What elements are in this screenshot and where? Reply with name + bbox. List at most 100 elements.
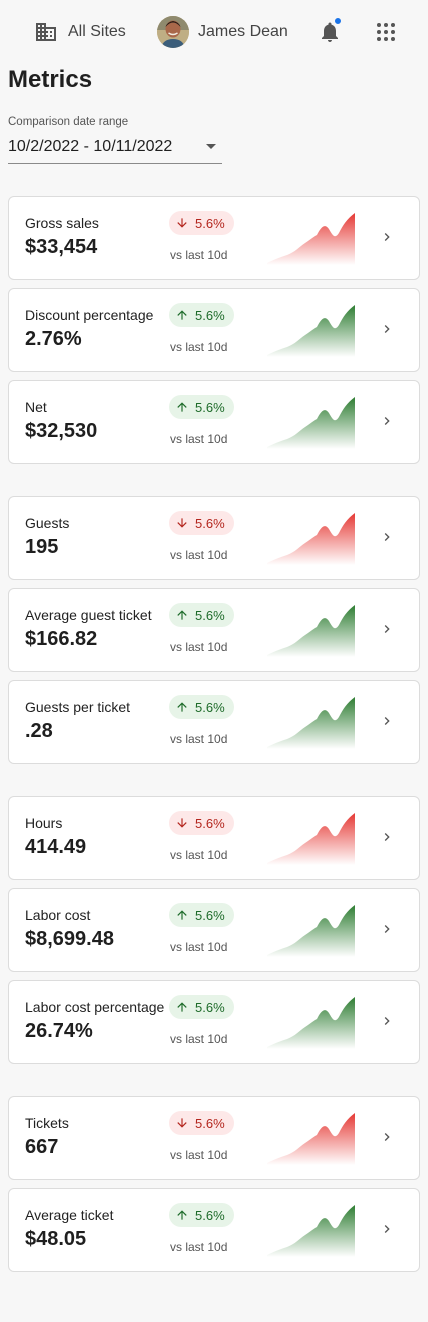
change-percent: 5.6%	[195, 515, 225, 531]
page-title: Metrics	[8, 66, 93, 93]
comparison-label: vs last 10d	[170, 1032, 228, 1046]
comparison-label: vs last 10d	[170, 732, 228, 746]
chevron-right-icon[interactable]	[379, 1013, 395, 1029]
chevron-right-icon[interactable]	[379, 921, 395, 937]
sparkline-area	[267, 697, 355, 749]
metric-card[interactable]: Guests per ticket .28 5.6% vs last 10d	[8, 680, 420, 764]
notifications-button[interactable]	[318, 17, 342, 44]
trend-sparkline	[267, 1113, 355, 1165]
metric-card[interactable]: Average ticket $48.05 5.6% vs last 10d	[8, 1188, 420, 1272]
arrow-up-icon	[177, 310, 187, 320]
metric-name: Average guest ticket	[25, 607, 152, 623]
metric-card[interactable]: Gross sales $33,454 5.6% vs last 10d	[8, 196, 420, 280]
chevron-right-icon[interactable]	[379, 829, 395, 845]
date-range-value: 10/2/2022 - 10/11/2022	[8, 138, 173, 155]
change-badge: 5.6%	[169, 603, 234, 627]
comparison-label: vs last 10d	[170, 1240, 228, 1254]
metric-card[interactable]: Average guest ticket $166.82 5.6% vs last 1…	[8, 588, 420, 672]
metric-value: $33,454	[25, 236, 98, 258]
trend-sparkline	[267, 813, 355, 865]
metric-value: 667	[25, 1136, 59, 1158]
arrow-up-icon	[177, 1210, 187, 1220]
sparkline-area	[267, 605, 355, 657]
date-range-select[interactable]: Comparison date range 10/2/2022 - 10/11/…	[8, 116, 222, 164]
trend-sparkline	[267, 397, 355, 449]
top-bar: All Sites James Dean	[0, 0, 428, 64]
apps-grid-icon	[377, 23, 395, 41]
change-percent: 5.6%	[195, 307, 225, 323]
chevron-right-icon[interactable]	[379, 1221, 395, 1237]
arrow-up-icon	[177, 1002, 187, 1012]
metric-name: Gross sales	[25, 215, 99, 231]
all-sites-selector[interactable]: All Sites	[34, 20, 126, 44]
change-badge: 5.6%	[169, 1203, 234, 1227]
comparison-label: vs last 10d	[170, 548, 228, 562]
comparison-label: vs last 10d	[170, 432, 228, 446]
metric-card[interactable]: Hours 414.49 5.6% vs last 10d	[8, 796, 420, 880]
comparison-label: vs last 10d	[170, 848, 228, 862]
arrow-up-icon	[177, 702, 187, 712]
change-percent: 5.6%	[195, 1207, 225, 1223]
metric-card[interactable]: Guests 195 5.6% vs last 10d	[8, 496, 420, 580]
sparkline-area	[267, 813, 355, 865]
comparison-label: vs last 10d	[170, 248, 228, 262]
trend-sparkline	[267, 905, 355, 957]
metric-value: $48.05	[25, 1228, 87, 1250]
metric-value: 2.76%	[25, 328, 82, 350]
metric-name: Hours	[25, 815, 63, 831]
chevron-right-icon[interactable]	[379, 713, 395, 729]
change-badge: 5.6%	[169, 811, 234, 835]
change-percent: 5.6%	[195, 607, 225, 623]
arrow-up-icon	[177, 402, 187, 412]
metric-name: Guests per ticket	[25, 699, 131, 715]
comparison-label: vs last 10d	[170, 640, 228, 654]
comparison-label: vs last 10d	[170, 340, 228, 354]
arrow-up-icon	[177, 610, 187, 620]
metric-card[interactable]: Labor cost percentage 26.74% 5.6% vs last 1…	[8, 980, 420, 1064]
change-badge: 5.6%	[169, 1111, 234, 1135]
sparkline-area	[267, 1205, 355, 1257]
arrow-down-icon	[177, 218, 187, 228]
sparkline-area	[267, 1113, 355, 1165]
change-badge: 5.6%	[169, 395, 234, 419]
chevron-right-icon[interactable]	[379, 621, 395, 637]
building-icon	[36, 23, 56, 41]
trend-sparkline	[267, 213, 355, 265]
metric-card[interactable]: Labor cost $8,699.48 5.6% vs last 10d	[8, 888, 420, 972]
chevron-right-icon[interactable]	[379, 1129, 395, 1145]
metric-value: $166.82	[25, 628, 98, 650]
metric-value: 26.74%	[25, 1020, 93, 1042]
trend-sparkline	[267, 1205, 355, 1257]
change-percent: 5.6%	[195, 399, 225, 415]
sparkline-area	[267, 997, 355, 1049]
trend-sparkline	[267, 697, 355, 749]
trend-sparkline	[267, 605, 355, 657]
chevron-right-icon[interactable]	[379, 229, 395, 245]
metric-name: Tickets	[25, 1115, 69, 1131]
sparkline-area	[267, 305, 355, 357]
chevron-right-icon[interactable]	[379, 413, 395, 429]
metric-value: $32,530	[25, 420, 98, 442]
change-percent: 5.6%	[195, 907, 225, 923]
metric-card[interactable]: Tickets 667 5.6% vs last 10d	[8, 1096, 420, 1180]
user-menu[interactable]: James Dean	[157, 16, 288, 48]
metric-value: .28	[25, 720, 53, 742]
change-badge: 5.6%	[169, 995, 234, 1019]
notification-dot	[334, 17, 342, 25]
metric-name: Labor cost	[25, 907, 91, 923]
change-percent: 5.6%	[195, 699, 225, 715]
chevron-right-icon[interactable]	[379, 529, 395, 545]
sparkline-area	[267, 513, 355, 565]
change-badge: 5.6%	[169, 211, 234, 235]
comparison-label: vs last 10d	[170, 1148, 228, 1162]
metric-card[interactable]: Net $32,530 5.6% vs last 10d	[8, 380, 420, 464]
apps-button[interactable]	[374, 20, 398, 44]
metric-name: Net	[25, 399, 47, 415]
trend-sparkline	[267, 513, 355, 565]
change-badge: 5.6%	[169, 695, 234, 719]
chevron-right-icon[interactable]	[379, 321, 395, 337]
change-badge: 5.6%	[169, 511, 234, 535]
comparison-label: vs last 10d	[170, 940, 228, 954]
change-percent: 5.6%	[195, 1115, 225, 1131]
metric-card[interactable]: Discount percentage 2.76% 5.6% vs last 10d	[8, 288, 420, 372]
